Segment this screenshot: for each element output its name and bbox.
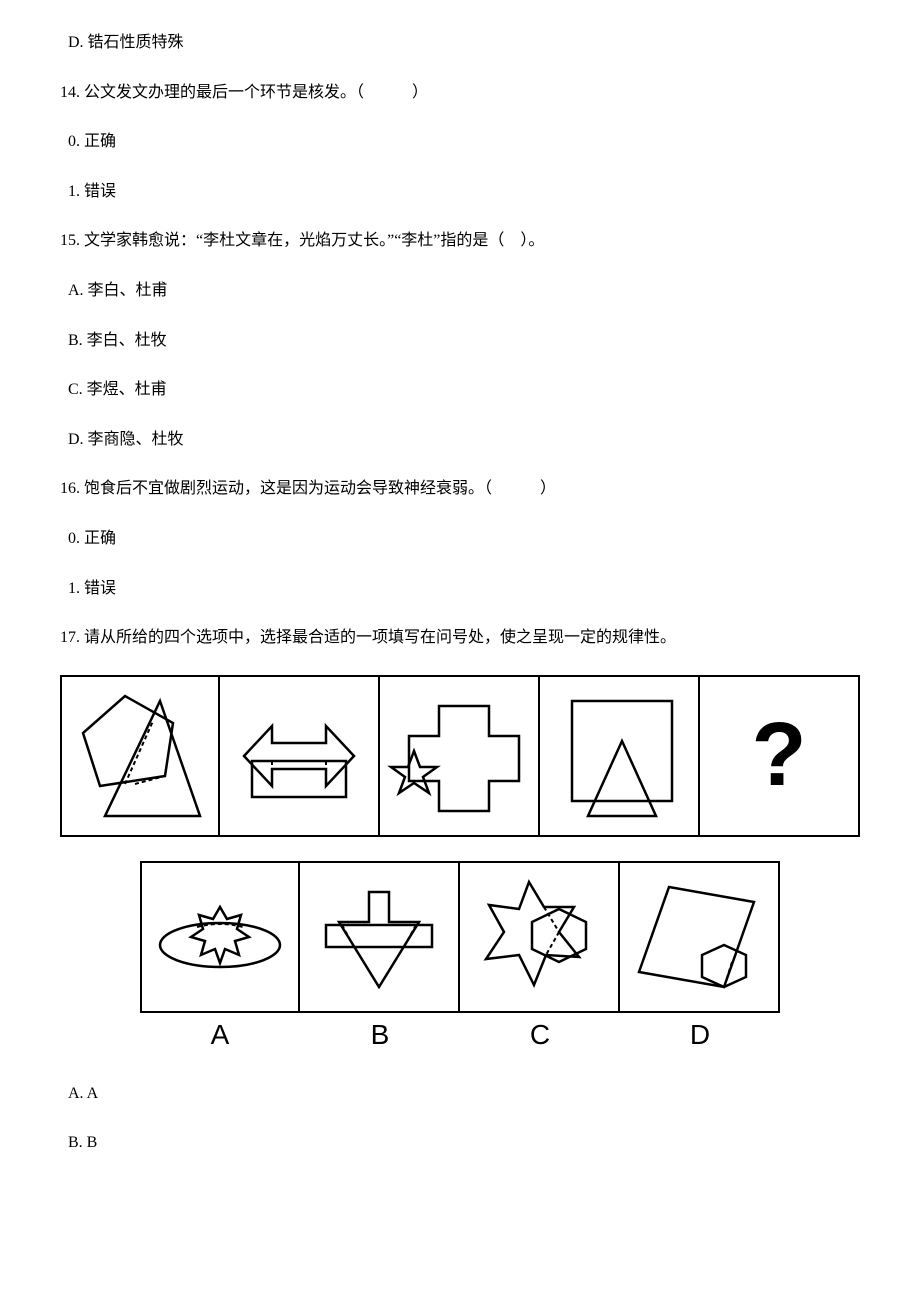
q15-opt-c: C. 李煜、杜甫 (68, 377, 860, 403)
opt-cell-d (620, 861, 780, 1013)
figure-cross-star (384, 681, 534, 831)
seq-cell-5-question: ? (700, 675, 860, 837)
figure-opt-c (464, 867, 614, 1007)
q15-opt-b: B. 李白、杜牧 (68, 328, 860, 354)
q17-options-row (60, 861, 860, 1013)
seq-cell-3 (380, 675, 540, 837)
label-d: D (620, 1019, 780, 1051)
figure-square-triangle (544, 681, 694, 831)
q15-opt-a: A. 李白、杜甫 (68, 278, 860, 304)
question-17: 17. 请从所给的四个选项中，选择最合适的一项填写在问号处，使之呈现一定的规律性… (60, 625, 860, 1156)
figure-opt-a (145, 867, 295, 1007)
q17-opt-a: A. A (68, 1081, 860, 1107)
q17-sequence-row: ? (60, 675, 860, 837)
q14-opt-1: 1. 错误 (68, 179, 860, 205)
figure-pentagon-triangle (65, 681, 215, 831)
q15-opt-d: D. 李商隐、杜牧 (68, 427, 860, 453)
figure-opt-b (304, 867, 454, 1007)
label-b: B (300, 1019, 460, 1051)
q15-stem: 15. 文学家韩愈说：“李杜文章在，光焰万丈长。”“李杜”指的是（ ）。 (60, 228, 860, 254)
opt-cell-c (460, 861, 620, 1013)
label-c: C (460, 1019, 620, 1051)
question-14: 14. 公文发文办理的最后一个环节是核发。（ ） 0. 正确 1. 错误 (60, 80, 860, 205)
q16-stem: 16. 饱食后不宜做剧烈运动，这是因为运动会导致神经衰弱。（ ） (60, 476, 860, 502)
seq-cell-2 (220, 675, 380, 837)
q17-option-labels: A B C D (60, 1019, 860, 1051)
question-16: 16. 饱食后不宜做剧烈运动，这是因为运动会导致神经衰弱。（ ） 0. 正确 1… (60, 476, 860, 601)
seq-cell-4 (540, 675, 700, 837)
opt-cell-b (300, 861, 460, 1013)
figure-opt-d (624, 867, 774, 1007)
q16-opt-0: 0. 正确 (68, 526, 860, 552)
q17-opt-b: B. B (68, 1130, 860, 1156)
q17-stem: 17. 请从所给的四个选项中，选择最合适的一项填写在问号处，使之呈现一定的规律性… (60, 625, 860, 651)
figure-double-arrow-rect (224, 681, 374, 831)
q14-opt-0: 0. 正确 (68, 129, 860, 155)
q14-stem: 14. 公文发文办理的最后一个环节是核发。（ ） (60, 80, 860, 106)
question-mark-icon: ? (752, 704, 807, 807)
label-a: A (140, 1019, 300, 1051)
q16-opt-1: 1. 错误 (68, 576, 860, 602)
opt-cell-a (140, 861, 300, 1013)
seq-cell-1 (60, 675, 220, 837)
question-15: 15. 文学家韩愈说：“李杜文章在，光焰万丈长。”“李杜”指的是（ ）。 A. … (60, 228, 860, 452)
prev-option-d: D. 锆石性质特殊 (68, 30, 860, 56)
